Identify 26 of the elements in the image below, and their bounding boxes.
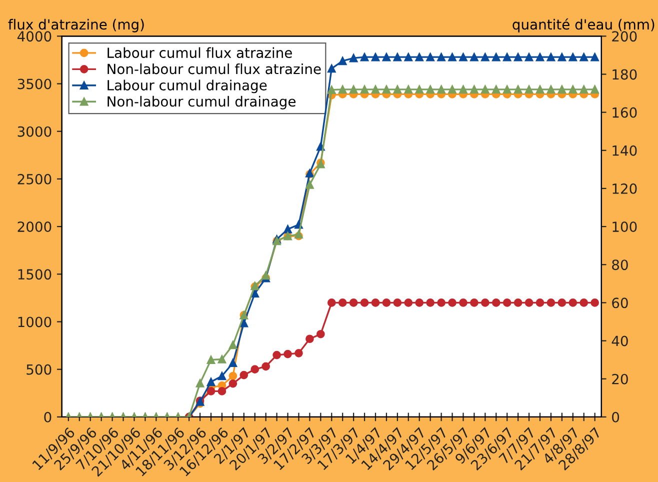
y-tick-label: 3000 — [18, 126, 52, 137]
y-tick-label: 1500 — [18, 269, 52, 280]
y2-tick-label: 180 — [612, 69, 637, 80]
y2-tick-label: 0 — [612, 412, 620, 422]
y2-tick-label: 120 — [612, 183, 637, 194]
y-axis-title: flux d'atrazine (mg) — [8, 18, 144, 32]
y-tick-label: 3500 — [18, 78, 52, 90]
y2-axis-title: quantité d'eau (mm) — [512, 18, 654, 32]
legend-label: Labour cumul flux atrazine — [108, 47, 292, 58]
y2-tick-label: 160 — [612, 107, 637, 118]
y2-tick-label: 80 — [612, 260, 628, 270]
y2-tick-label: 20 — [612, 374, 628, 384]
legend-label: Non-labour cumul drainage — [108, 96, 296, 110]
y-tick-label: 4000 — [17, 31, 52, 42]
y-tick-label: 2000 — [18, 222, 52, 232]
y-tick-label: 2500 — [18, 174, 52, 184]
legend-label: Labour cumul drainage — [108, 80, 267, 94]
y2-tick-label: 140 — [612, 145, 637, 156]
y2-tick-label: 200 — [612, 31, 637, 42]
legend-label: Non-labour cumul flux atrazine — [108, 63, 321, 74]
y-tick-label: 1000 — [18, 316, 52, 328]
y-tick-label: 0 — [44, 412, 52, 422]
y2-tick-label: 40 — [612, 336, 628, 346]
y-tick-label: 500 — [26, 364, 52, 375]
y2-tick-label: 60 — [612, 298, 628, 308]
y2-tick-label: 100 — [612, 222, 637, 232]
